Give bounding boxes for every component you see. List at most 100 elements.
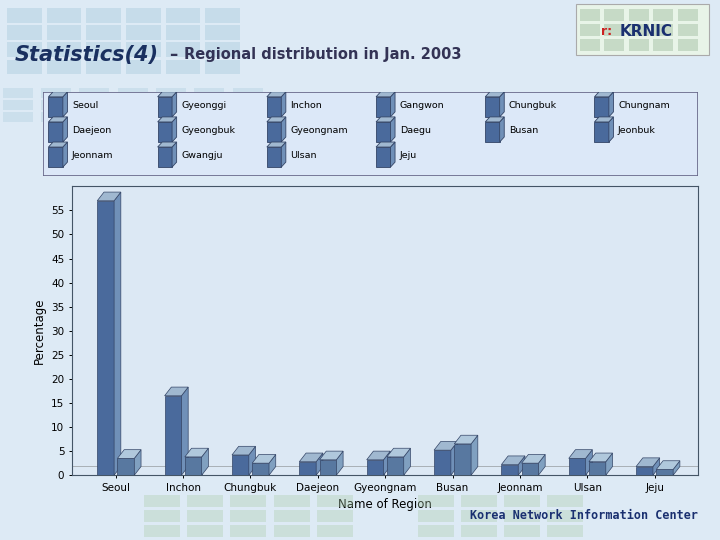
FancyBboxPatch shape — [144, 495, 180, 507]
Polygon shape — [569, 450, 593, 458]
Polygon shape — [63, 117, 68, 142]
FancyBboxPatch shape — [418, 495, 454, 507]
Bar — [252, 463, 269, 475]
Polygon shape — [48, 92, 68, 97]
Polygon shape — [451, 442, 458, 475]
FancyBboxPatch shape — [267, 122, 282, 142]
FancyBboxPatch shape — [194, 112, 225, 122]
FancyBboxPatch shape — [156, 88, 186, 98]
Text: Gwangju: Gwangju — [181, 151, 222, 160]
FancyBboxPatch shape — [595, 97, 609, 117]
FancyBboxPatch shape — [485, 97, 500, 117]
FancyBboxPatch shape — [126, 8, 161, 23]
FancyBboxPatch shape — [187, 525, 223, 537]
Bar — [434, 450, 451, 475]
FancyBboxPatch shape — [504, 510, 540, 522]
FancyBboxPatch shape — [158, 147, 172, 167]
FancyBboxPatch shape — [604, 24, 624, 36]
FancyBboxPatch shape — [274, 510, 310, 522]
FancyBboxPatch shape — [653, 39, 673, 51]
Polygon shape — [249, 446, 256, 475]
FancyBboxPatch shape — [48, 147, 63, 167]
FancyBboxPatch shape — [47, 59, 81, 75]
FancyBboxPatch shape — [678, 24, 698, 36]
FancyBboxPatch shape — [43, 92, 698, 176]
FancyBboxPatch shape — [194, 100, 225, 110]
Polygon shape — [500, 117, 504, 142]
FancyBboxPatch shape — [79, 112, 109, 122]
FancyBboxPatch shape — [547, 510, 583, 522]
FancyBboxPatch shape — [267, 147, 282, 167]
Polygon shape — [172, 92, 176, 117]
FancyBboxPatch shape — [126, 59, 161, 75]
Polygon shape — [97, 192, 121, 201]
FancyBboxPatch shape — [7, 25, 42, 40]
FancyBboxPatch shape — [317, 525, 353, 537]
Polygon shape — [158, 92, 176, 97]
FancyBboxPatch shape — [580, 9, 600, 21]
FancyBboxPatch shape — [547, 495, 583, 507]
Polygon shape — [172, 117, 176, 142]
FancyBboxPatch shape — [187, 495, 223, 507]
FancyBboxPatch shape — [267, 97, 282, 117]
FancyBboxPatch shape — [79, 88, 109, 98]
FancyBboxPatch shape — [233, 100, 263, 110]
FancyBboxPatch shape — [205, 42, 240, 57]
Bar — [117, 458, 135, 475]
FancyBboxPatch shape — [376, 147, 390, 167]
Polygon shape — [518, 456, 525, 475]
FancyBboxPatch shape — [604, 39, 624, 51]
Text: Jeonnam: Jeonnam — [72, 151, 114, 160]
FancyBboxPatch shape — [156, 100, 186, 110]
Polygon shape — [595, 92, 613, 97]
FancyBboxPatch shape — [166, 59, 200, 75]
Polygon shape — [376, 142, 395, 147]
FancyBboxPatch shape — [418, 525, 454, 537]
FancyBboxPatch shape — [629, 9, 649, 21]
Text: Gyeonggi: Gyeonggi — [181, 100, 226, 110]
FancyBboxPatch shape — [230, 510, 266, 522]
Polygon shape — [114, 192, 121, 475]
FancyBboxPatch shape — [504, 525, 540, 537]
Text: Ulsan: Ulsan — [290, 151, 317, 160]
FancyBboxPatch shape — [144, 510, 180, 522]
FancyBboxPatch shape — [117, 88, 148, 98]
Polygon shape — [336, 451, 343, 475]
Polygon shape — [267, 142, 286, 147]
FancyBboxPatch shape — [117, 112, 148, 122]
Polygon shape — [172, 142, 176, 167]
Bar — [165, 396, 181, 475]
FancyBboxPatch shape — [233, 88, 263, 98]
FancyBboxPatch shape — [144, 525, 180, 537]
Polygon shape — [185, 448, 208, 457]
FancyBboxPatch shape — [461, 525, 497, 537]
Polygon shape — [252, 455, 276, 463]
Text: Chungnam: Chungnam — [618, 100, 670, 110]
Bar — [454, 444, 471, 475]
FancyBboxPatch shape — [653, 24, 673, 36]
Polygon shape — [320, 451, 343, 460]
Bar — [636, 467, 653, 475]
Polygon shape — [300, 453, 323, 462]
Bar — [185, 457, 202, 475]
Polygon shape — [316, 453, 323, 475]
Polygon shape — [376, 92, 395, 97]
Text: Seoul: Seoul — [72, 100, 98, 110]
FancyBboxPatch shape — [205, 59, 240, 75]
Polygon shape — [165, 387, 188, 396]
Polygon shape — [673, 461, 680, 475]
Polygon shape — [585, 450, 593, 475]
Polygon shape — [267, 117, 286, 122]
Text: Jeonbuk: Jeonbuk — [618, 126, 656, 135]
Polygon shape — [282, 142, 286, 167]
FancyBboxPatch shape — [86, 25, 121, 40]
Polygon shape — [454, 435, 478, 444]
FancyBboxPatch shape — [47, 8, 81, 23]
Polygon shape — [589, 453, 613, 462]
FancyBboxPatch shape — [47, 25, 81, 40]
Polygon shape — [609, 92, 613, 117]
Polygon shape — [500, 92, 504, 117]
Text: –: – — [169, 46, 177, 64]
FancyBboxPatch shape — [461, 495, 497, 507]
FancyBboxPatch shape — [274, 495, 310, 507]
